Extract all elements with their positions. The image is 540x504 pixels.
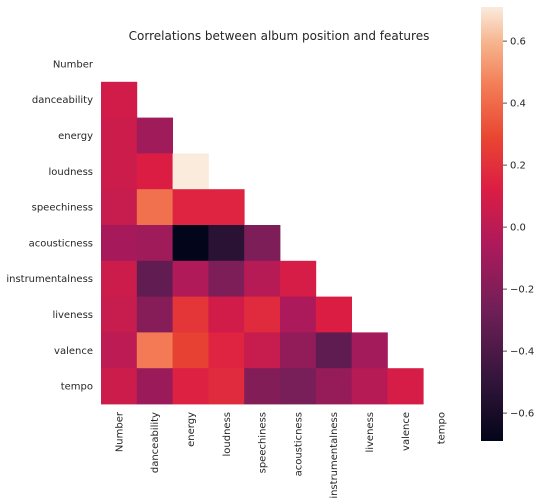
chart-title: Correlations between album position and … bbox=[129, 29, 430, 43]
x-axis-labels: Number danceability energy loudness speechin… bbox=[114, 411, 447, 499]
colorbar-tick-label: 0.4 bbox=[510, 99, 526, 110]
colorbar-tick-label: −0.6 bbox=[510, 409, 534, 420]
y-tick-label: tempo bbox=[61, 382, 93, 393]
y-tick-label: energy bbox=[58, 131, 93, 142]
heatmap-cell-tempo-loudness bbox=[208, 368, 245, 405]
y-tick-label: danceability bbox=[32, 95, 93, 106]
colorbar-tick-label: −0.2 bbox=[510, 285, 534, 296]
x-tick-label: valence bbox=[401, 412, 412, 451]
heatmap-cell-tempo-instrumentalness bbox=[315, 368, 352, 405]
y-tick-label: loudness bbox=[49, 167, 94, 178]
y-axis-labels: Number danceability energy loudness speechin… bbox=[6, 59, 94, 392]
heatmap-cell-valence-energy bbox=[172, 332, 209, 369]
heatmap-cell-speechiness-danceability bbox=[136, 189, 173, 226]
heatmap-cell-acousticness-loudness bbox=[208, 225, 245, 262]
y-tick-label: valence bbox=[54, 346, 93, 357]
heatmap-cell-valence-Number bbox=[101, 332, 138, 369]
y-tick-label: instrumentalness bbox=[6, 274, 93, 285]
heatmap-cell-instrumentalness-loudness bbox=[208, 260, 245, 297]
heatmap-cell-speechiness-Number bbox=[101, 189, 138, 226]
heatmap-cell-acousticness-danceability bbox=[136, 225, 173, 262]
heatmap-cell-valence-liveness bbox=[351, 332, 388, 369]
heatmap-cell-instrumentalness-acousticness bbox=[280, 260, 317, 297]
x-tick-label: acousticness bbox=[293, 412, 304, 476]
heatmap-cell-liveness-instrumentalness bbox=[315, 296, 352, 333]
heatmap-cell-tempo-liveness bbox=[351, 368, 388, 405]
y-tick-label: Number bbox=[53, 59, 94, 70]
heatmap-cell-tempo-valence bbox=[387, 368, 424, 405]
heatmap-cell-liveness-acousticness bbox=[280, 296, 317, 333]
x-tick-label: Number bbox=[114, 411, 125, 452]
heatmap-cell-valence-speechiness bbox=[244, 332, 281, 369]
colorbar-tick-label: −0.4 bbox=[510, 347, 534, 358]
heatmap-cell-liveness-energy bbox=[172, 296, 209, 333]
heatmap-cell-valence-loudness bbox=[208, 332, 245, 369]
heatmap-cell-acousticness-energy bbox=[172, 225, 209, 262]
heatmap-cell-energy-Number bbox=[101, 117, 138, 154]
colorbar-gradient bbox=[481, 7, 503, 441]
heatmap-cell-liveness-loudness bbox=[208, 296, 245, 333]
colorbar-tick-label: 0.6 bbox=[510, 37, 526, 48]
heatmap-cell-liveness-speechiness bbox=[244, 296, 281, 333]
heatmap-cell-instrumentalness-Number bbox=[101, 260, 138, 297]
x-tick-label: tempo bbox=[437, 412, 448, 444]
colorbar-tick-label: 0.2 bbox=[510, 161, 526, 172]
heatmap-cell-tempo-Number bbox=[101, 368, 138, 405]
heatmap-cell-tempo-danceability bbox=[136, 368, 173, 405]
x-tick-label: liveness bbox=[365, 412, 376, 453]
heatmap-cell-valence-danceability bbox=[136, 332, 173, 369]
y-tick-label: liveness bbox=[52, 310, 93, 321]
heatmap-cell-energy-danceability bbox=[136, 117, 173, 154]
colorbar: 0.6 0.4 0.2 0.0 −0.2 −0.4 −0.6 bbox=[481, 7, 534, 441]
heatmap-cell-loudness-energy bbox=[172, 153, 209, 190]
heatmap-cell-instrumentalness-speechiness bbox=[244, 260, 281, 297]
heatmap-cell-liveness-Number bbox=[101, 296, 138, 333]
heatmap-cell-instrumentalness-danceability bbox=[136, 260, 173, 297]
heatmap-cell-acousticness-Number bbox=[101, 225, 138, 262]
heatmap-cell-tempo-speechiness bbox=[244, 368, 281, 405]
y-tick-label: speechiness bbox=[32, 203, 93, 214]
x-tick-label: energy bbox=[186, 412, 197, 447]
heatmap-cell-tempo-acousticness bbox=[280, 368, 317, 405]
heatmap-cell-instrumentalness-energy bbox=[172, 260, 209, 297]
heatmap-cells bbox=[101, 81, 424, 405]
x-tick-label: speechiness bbox=[258, 412, 269, 473]
heatmap-cell-valence-acousticness bbox=[280, 332, 317, 369]
y-tick-label: acousticness bbox=[29, 238, 93, 249]
heatmap-cell-loudness-Number bbox=[101, 153, 138, 190]
heatmap-cell-danceability-Number bbox=[101, 81, 138, 118]
x-tick-label: instrumentalness bbox=[329, 412, 340, 499]
heatmap-cell-valence-instrumentalness bbox=[315, 332, 352, 369]
heatmap-cell-liveness-danceability bbox=[136, 296, 173, 333]
heatmap-cell-tempo-energy bbox=[172, 368, 209, 405]
heatmap-cell-speechiness-loudness bbox=[208, 189, 245, 226]
heatmap-cell-acousticness-speechiness bbox=[244, 225, 281, 262]
colorbar-tick-label: 0.0 bbox=[510, 223, 526, 234]
heatmap-cell-speechiness-energy bbox=[172, 189, 209, 226]
heatmap-cell-loudness-danceability bbox=[136, 153, 173, 190]
x-tick-label: loudness bbox=[222, 412, 233, 457]
x-tick-label: danceability bbox=[150, 412, 161, 473]
